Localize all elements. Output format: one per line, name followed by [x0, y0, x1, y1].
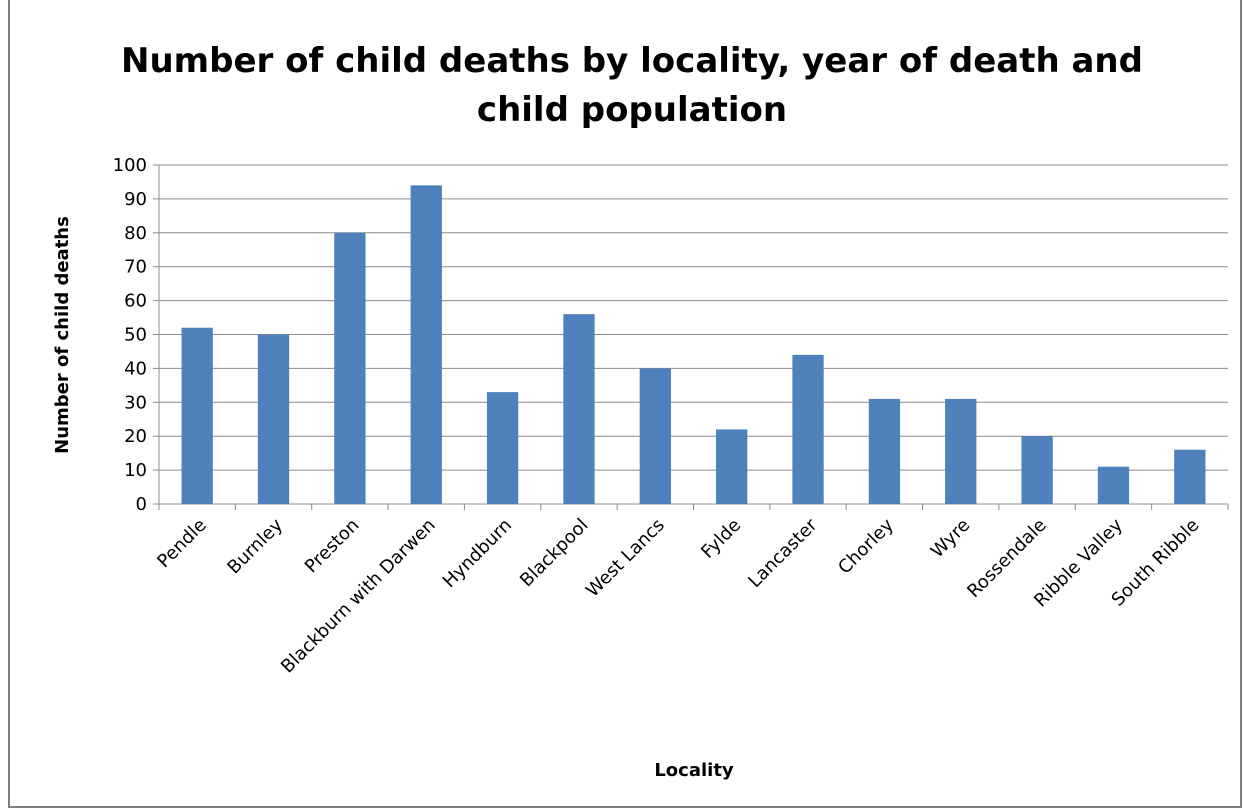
y-tick-label: 0	[136, 494, 147, 515]
x-tick-label: Pendle	[153, 515, 210, 572]
bar	[716, 429, 748, 504]
bar	[1097, 466, 1130, 504]
x-tick-label: Hyndburn	[439, 515, 516, 592]
chart-frame	[8, 0, 1242, 808]
y-tick-label: 30	[124, 392, 147, 413]
y-tick-label: 10	[124, 460, 147, 481]
y-tick-label: 60	[124, 291, 147, 312]
y-tick-label: 100	[113, 155, 147, 176]
y-tick-label: 70	[124, 257, 147, 278]
bar	[1021, 436, 1053, 504]
bars	[181, 185, 1206, 505]
bar	[410, 185, 442, 504]
bar	[945, 398, 977, 504]
x-tick-label: Lancaster	[744, 514, 822, 592]
x-tick-label: Blackburn with Darwen	[277, 515, 440, 678]
x-tick-label: Fylde	[697, 515, 745, 563]
x-tick-label: Blackpool	[516, 515, 592, 591]
chart-title-line-1: Number of child deaths by locality, year…	[121, 41, 1143, 81]
bar	[639, 368, 671, 504]
axes	[158, 165, 1229, 510]
bar	[257, 334, 290, 504]
bar	[868, 398, 901, 504]
y-tick-label: 90	[124, 189, 147, 210]
y-tick-labels: 0 10 20 30 40 50 60 70 80 90 100	[113, 155, 147, 515]
bar	[486, 392, 519, 504]
bar	[334, 232, 366, 505]
bar	[792, 354, 824, 504]
y-tick-label: 80	[124, 223, 147, 244]
x-tick-label: West Lancs	[582, 515, 669, 602]
chart-title-line-2: child population	[477, 90, 787, 130]
x-tick-label: Wyre	[927, 515, 975, 563]
y-tick-label: 50	[124, 325, 147, 346]
x-tick-label: Burnley	[223, 514, 287, 578]
x-tick-label: Chorley	[834, 514, 898, 578]
x-axis-title: Locality	[654, 760, 734, 781]
x-tick-label: Preston	[301, 515, 364, 578]
bar	[563, 314, 595, 504]
bar	[181, 327, 213, 504]
y-axis-title: Number of child deaths	[52, 216, 73, 454]
y-tick-label: 20	[124, 426, 147, 447]
gridlines	[153, 164, 1228, 505]
y-tick-label: 40	[124, 358, 147, 379]
chart-title: Number of child deaths by locality, year…	[121, 41, 1143, 130]
bar	[1174, 449, 1206, 504]
